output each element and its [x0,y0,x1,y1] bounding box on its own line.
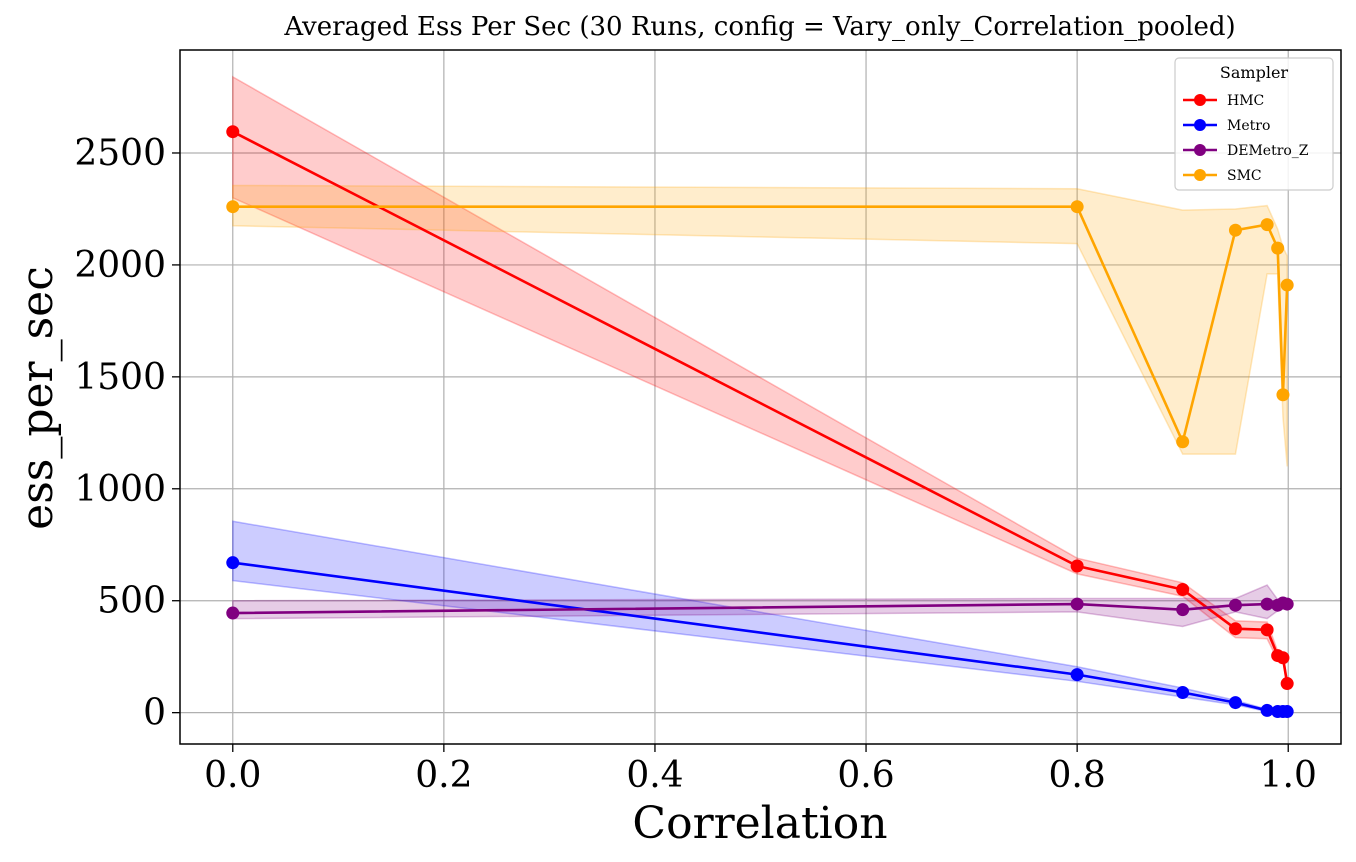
demetro-z-legend-marker [1194,144,1206,156]
y-tick-label: 0 [143,693,166,734]
hmc-data-point [1260,623,1274,637]
smc-data-point [226,200,240,214]
smc-data-point [1276,388,1290,402]
confidence-bands [232,75,1288,713]
hmc-data-point [1276,651,1290,665]
metro-data-point [1280,705,1294,719]
smc-data-point [1271,241,1285,255]
x-tick-label: 0.6 [837,755,894,796]
x-tick-label: 0.0 [204,755,261,796]
metro-data-point [1070,668,1084,682]
hmc-legend-marker [1194,94,1206,106]
smc-data-point [1228,223,1242,237]
x-tick-label: 0.8 [1049,755,1106,796]
demetro-z-data-point [226,606,240,620]
metro-data-point [1176,686,1190,700]
demetro-z-data-point [1280,597,1294,611]
smc-data-point [1176,435,1190,449]
legend-box [1174,57,1334,191]
y-tick-label: 2000 [74,245,166,286]
x-axis-label: Correlation [632,798,887,849]
x-tick-label: 0.4 [626,755,683,796]
demetro-z-data-point [1260,597,1274,611]
x-tick-label: 1.0 [1260,755,1317,796]
series-points [226,125,1294,719]
metro-data-point [1260,703,1274,717]
demetro-z-data-point [1228,598,1242,612]
hmc-data-point [1070,559,1084,573]
smc-legend-marker [1194,169,1206,181]
hmc-data-point [1176,583,1190,597]
demetro-z-legend-label: DEMetro_Z [1227,143,1309,159]
legend-title: Sampler [1220,63,1289,82]
smc-data-point [1280,278,1294,292]
hmc-legend-label: HMC [1227,93,1264,109]
metro-legend-marker [1194,119,1206,131]
hmc-data-point [1228,622,1242,636]
smc-data-point [1260,218,1274,232]
demetro-z-data-point [1176,603,1190,617]
hmc-data-point [226,125,240,139]
plot-frame [179,49,1342,745]
smc-data-point [1070,200,1084,214]
metro-legend-label: Metro [1227,118,1270,134]
y-axis-ticks: 0 500 1000 1500 2000 2500 [74,133,180,734]
y-tick-label: 2500 [74,133,166,174]
demetro-z-data-point [1070,597,1084,611]
chart-title: Averaged Ess Per Sec (30 Runs, config = … [283,12,1235,42]
x-axis-ticks: 0.0 0.2 0.4 0.6 0.8 1.0 [204,744,1317,796]
y-tick-label: 500 [97,581,166,622]
y-tick-label: 1500 [74,357,166,398]
metro-data-point [226,556,240,570]
x-tick-label: 0.2 [415,755,472,796]
smc-series-line [232,205,1289,446]
smc-legend-label: SMC [1227,168,1262,184]
y-axis-label: ess_per_sec [12,266,63,530]
metro-data-point [1228,696,1242,710]
hmc-data-point [1280,677,1294,691]
y-tick-label: 1000 [74,469,166,510]
legend: Sampler HMC Metro DEMetro_Z SMC [1174,57,1334,191]
